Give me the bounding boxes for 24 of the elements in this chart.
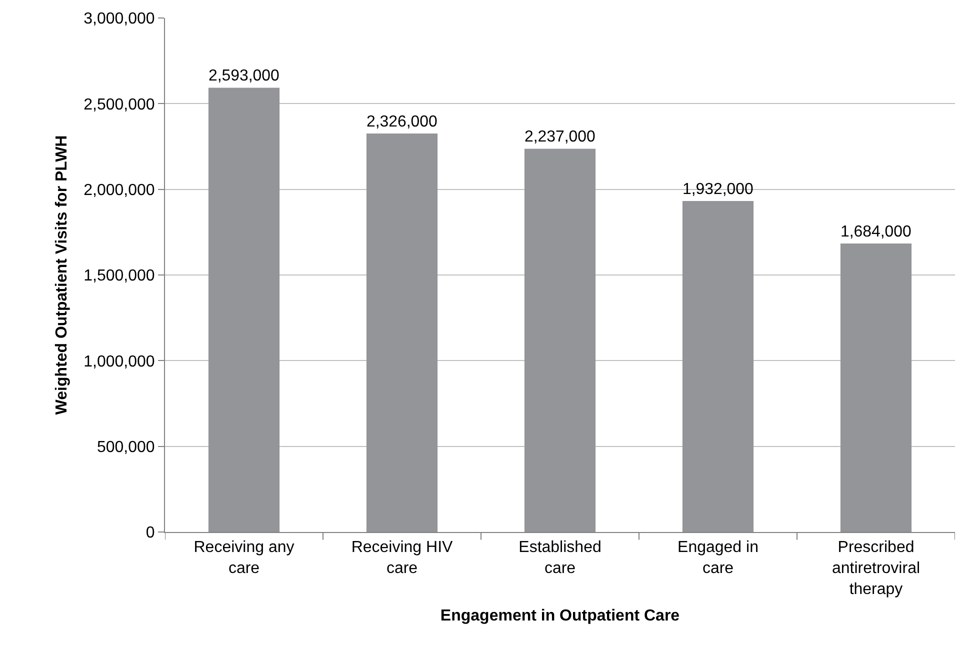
data-label: 2,237,000 <box>524 128 596 146</box>
bar <box>524 148 596 532</box>
y-tick-label: 0 <box>146 524 155 542</box>
x-tick-label: Receiving any care <box>194 539 294 577</box>
bar <box>366 133 438 532</box>
y-axis-title: Weighted Outpatient Visits for PLWH <box>54 135 71 415</box>
data-label: 1,684,000 <box>840 223 912 240</box>
data-label: 2,593,000 <box>208 68 280 85</box>
bar <box>208 88 280 532</box>
y-tick-label: 2,500,000 <box>84 96 155 114</box>
x-axis-title: Engagement in Outpatient Care <box>440 608 680 624</box>
x-tick-label: Receiving HIV care <box>351 539 454 577</box>
data-label: 2,326,000 <box>366 113 438 130</box>
data-label: 1,932,000 <box>682 180 754 198</box>
bar <box>682 200 754 532</box>
x-tick-label: Prescribed antiretroviral therapy <box>832 539 920 598</box>
x-tick-label: Engaged in care <box>678 539 758 577</box>
y-tick-label: 500,000 <box>96 438 155 456</box>
bar <box>840 243 912 532</box>
y-tick-label: 1,000,000 <box>84 353 155 370</box>
y-tick-label: 1,500,000 <box>84 268 155 285</box>
y-tick-label: 2,000,000 <box>84 182 155 199</box>
x-tick-label: Established care <box>518 539 602 577</box>
y-tick-label: 3,000,000 <box>84 10 155 28</box>
